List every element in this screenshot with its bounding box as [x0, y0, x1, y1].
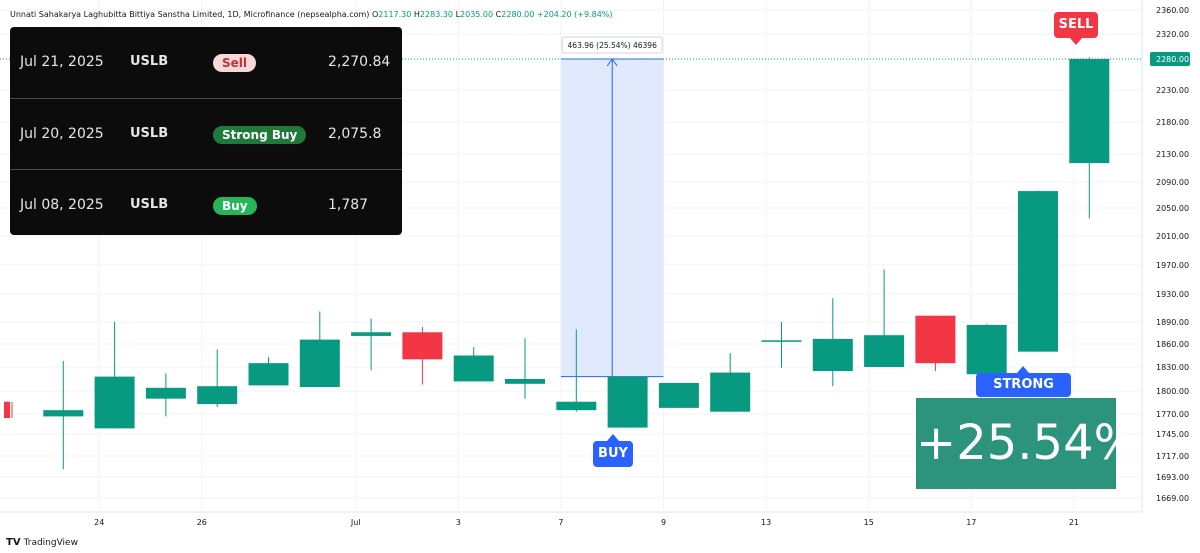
down-arrow-icon [1070, 38, 1082, 45]
x-tick-label: 17 [966, 518, 976, 527]
signal-ticker: USLB [130, 126, 169, 141]
x-tick-label: 21 [1069, 518, 1079, 527]
close-label: C [495, 10, 502, 19]
signal-row: Jul 08, 2025 USLB Buy 1,787 [10, 170, 402, 235]
symbol-title: Unnati Sahakarya Laghubitta Bittiya Sans… [10, 10, 370, 19]
candle-body [556, 401, 597, 411]
x-tick-label: 7 [558, 518, 563, 527]
candle-body [966, 324, 1007, 375]
y-tick-label: 2320.00 [1156, 30, 1189, 39]
measure-label: 463.96 (25.54%) 46396 [568, 41, 658, 50]
y-tick-label: 2090.00 [1156, 178, 1189, 187]
y-tick-label: 1693.00 [1156, 473, 1189, 482]
y-tick-label: 1890.00 [1156, 318, 1189, 327]
change-value: +204.20 (+9.84%) [536, 10, 613, 19]
signal-ticker: USLB [130, 54, 169, 69]
candle-body [1018, 191, 1058, 352]
signal-price: 2,075.8 [328, 126, 382, 142]
candle-body [812, 338, 853, 371]
high-value: 2283.30 [419, 10, 454, 19]
y-tick-label: 2360.00 [1156, 6, 1189, 15]
price-axis-bg [1142, 0, 1200, 512]
candle-body [197, 386, 238, 405]
percent-gain-label: +25.54% [916, 415, 1140, 471]
candle-body [658, 383, 699, 408]
y-tick-label: 1770.00 [1156, 410, 1189, 419]
tradingview-logo-icon: TV [6, 537, 21, 548]
y-tick-label: 2180.00 [1156, 118, 1189, 127]
low-value: 2035.00 [460, 10, 494, 19]
close-value: 2280.00 [501, 10, 535, 19]
sell-marker: SELL [1054, 12, 1098, 45]
y-tick-label: 1860.00 [1156, 340, 1189, 349]
buy-marker-label: BUY [598, 446, 628, 461]
candle-body [864, 335, 905, 367]
signal-badge-buy: Buy [213, 197, 257, 215]
row-divider [10, 98, 402, 99]
candle-body [4, 401, 10, 418]
candle-body [94, 376, 135, 429]
y-tick-label: 1717.00 [1156, 452, 1189, 461]
candle-body [607, 376, 648, 428]
signal-date: Jul 08, 2025 [20, 197, 104, 213]
open-label: O [371, 10, 379, 19]
signal-ticker: USLB [130, 197, 169, 212]
x-tick-label: 26 [197, 518, 207, 527]
up-arrow-icon [607, 434, 619, 441]
y-tick-label: 1669.00 [1156, 494, 1189, 503]
candle-body [453, 355, 494, 382]
signal-row: Jul 20, 2025 USLB Strong Buy 2,075.8 [10, 99, 402, 169]
y-tick-label: 1930.00 [1156, 290, 1189, 299]
high-label: H [413, 10, 420, 19]
candle-body [351, 332, 392, 336]
candle-body [505, 379, 545, 384]
x-tick-label: 9 [661, 518, 666, 527]
signal-badge-strong-buy: Strong Buy [213, 126, 307, 144]
candle-body [248, 363, 289, 386]
open-value: 2117.30 [378, 10, 412, 19]
candle-body [1069, 59, 1110, 164]
x-tick-label: 24 [94, 518, 104, 527]
y-tick-label: 2050.00 [1156, 204, 1189, 213]
footer-brand: TV TradingView [6, 537, 78, 548]
brand-name: TradingView [23, 537, 78, 548]
candle-body [915, 315, 956, 364]
last-price-badge [1150, 52, 1190, 66]
candle-body [761, 340, 802, 342]
y-tick-label: 2130.00 [1156, 150, 1189, 159]
up-arrow-icon [1017, 366, 1029, 373]
x-tick-label: 13 [761, 518, 771, 527]
sell-marker-label: SELL [1058, 17, 1094, 32]
row-divider [10, 169, 402, 170]
y-tick-label: 1970.00 [1156, 261, 1189, 270]
percent-gain-box: +25.54% [916, 398, 1139, 489]
signal-date: Jul 20, 2025 [20, 126, 104, 142]
y-tick-label: 1800.00 [1156, 387, 1189, 396]
signal-price: 1,787 [328, 197, 369, 213]
y-tick-label: 1830.00 [1156, 363, 1189, 372]
signal-price: 2,270.84 [328, 54, 391, 70]
buy-marker: BUY [593, 434, 633, 467]
x-tick-label: Jul [350, 518, 361, 527]
candle-body [710, 372, 751, 412]
x-tick-label: 15 [864, 518, 874, 527]
y-tick-label: 2010.00 [1156, 232, 1189, 241]
signal-badge-sell: Sell [213, 54, 257, 72]
strong-buy-marker: STRONG BUY [976, 366, 1071, 416]
y-tick-label: 1745.00 [1156, 430, 1189, 439]
signal-date: Jul 21, 2025 [20, 54, 104, 70]
signal-row: Jul 21, 2025 USLB Sell 2,270.84 [10, 27, 402, 97]
candle-body [43, 410, 84, 417]
chart-header: Unnati Sahakarya Laghubitta Bittiya Sans… [10, 10, 613, 19]
candle-body [299, 339, 340, 387]
candle-body [145, 387, 186, 399]
measure-label-box [561, 36, 663, 54]
signals-table: Jul 21, 2025 USLB Sell 2,270.84 Jul 20, … [10, 27, 402, 235]
y-tick-label: 2230.00 [1156, 86, 1189, 95]
x-tick-label: 3 [456, 518, 461, 527]
last-price-label: 2280.00 [1156, 55, 1189, 64]
low-label: L [455, 10, 461, 19]
candle-body [402, 332, 443, 360]
